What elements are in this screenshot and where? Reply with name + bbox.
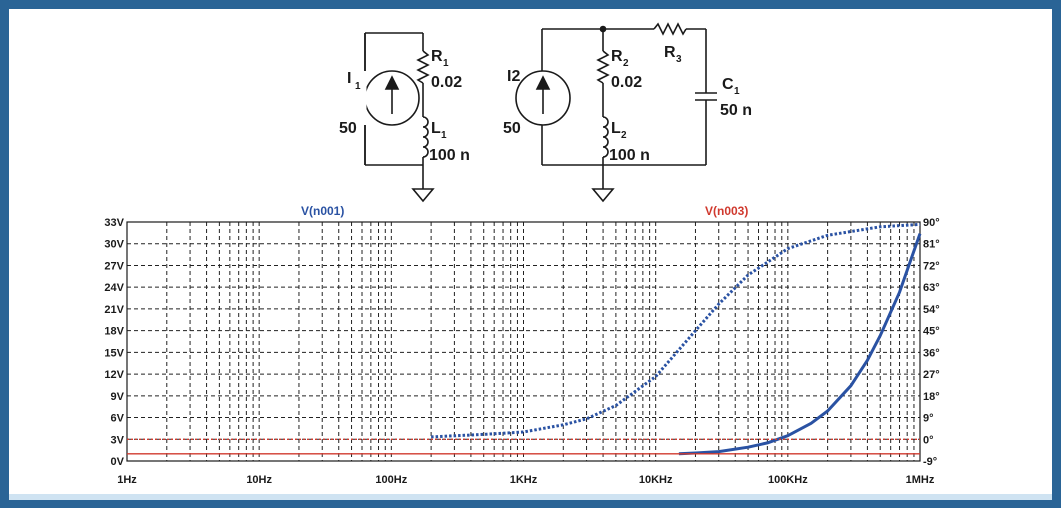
bottom-strip	[9, 494, 1052, 500]
y-tick-label-left: 9V	[111, 391, 125, 403]
x-tick-labels: 1Hz 10Hz 100Hz 1KHz 10KHz 100KHz 1MHz	[117, 474, 935, 486]
x-tick-label: 1KHz	[510, 474, 538, 486]
y-tick-labels-right: -9° 0° 9° 18° 27° 36° 45° 54° 63° 72° 81° 90°	[923, 217, 940, 468]
arrow-icon	[384, 75, 400, 90]
trace-label-v-n003: V(n003)	[705, 204, 748, 218]
y-tick-label-right: 45°	[923, 326, 940, 338]
y-tick-label-right: 27°	[923, 369, 940, 381]
source-value-i2: 50	[503, 120, 521, 137]
inductor-sub-l1: 1	[441, 130, 447, 141]
x-tick-label: 100Hz	[375, 474, 407, 486]
source-label-i2: I2	[507, 68, 520, 85]
y-tick-label-right: 18°	[923, 391, 940, 403]
arrow-icon	[535, 75, 551, 90]
y-tick-label-left: 27V	[104, 260, 124, 272]
ground-icon	[411, 188, 435, 203]
source-value-i1: 50	[339, 120, 357, 137]
x-tick-label: 1MHz	[906, 474, 935, 486]
plot-traces	[127, 222, 922, 456]
x-tick-label: 1Hz	[117, 474, 137, 486]
y-tick-label-right: -9°	[923, 456, 937, 468]
inductor-value-l1: 100 n	[429, 147, 470, 164]
series-v-n001	[678, 233, 922, 456]
resistor-label-r1: R	[431, 48, 443, 65]
y-tick-label-right: 81°	[923, 239, 940, 251]
plot-grid	[127, 222, 920, 461]
y-tick-label-right: 36°	[923, 347, 940, 359]
resistor-label-r3: R	[664, 44, 676, 61]
y-tick-label-left: 6V	[111, 413, 125, 425]
source-sub-i1: 1	[355, 81, 361, 92]
resistor-label-r2: R	[611, 48, 623, 65]
inductor-value-l2: 100 n	[609, 147, 650, 164]
y-tick-label-left: 0V	[111, 456, 125, 468]
resistor-r2	[596, 50, 610, 84]
x-tick-label: 10Hz	[246, 474, 272, 486]
resistor-sub-r1: 1	[443, 58, 449, 69]
source-label-i1: I	[347, 70, 351, 87]
inductor-l2	[602, 116, 609, 158]
resistor-r1	[416, 50, 430, 84]
x-tick-label: 10KHz	[639, 474, 673, 486]
resistor-r3	[653, 22, 687, 36]
plot-border	[126, 221, 921, 462]
y-tick-label-left: 30V	[104, 239, 124, 251]
bode-plot: 1Hz 10Hz 100Hz 1KHz 10KHz 100KHz 1MHz 0V 3V 6V 9V…	[104, 204, 939, 486]
x-tick-label: 100KHz	[768, 474, 808, 486]
inductor-label-l2: L	[611, 120, 621, 137]
y-tick-label-right: 63°	[923, 282, 940, 294]
inductor-l1	[422, 116, 429, 158]
resistor-sub-r3: 3	[676, 54, 682, 65]
schematic-right	[515, 22, 717, 203]
y-tick-label-left: 33V	[104, 217, 124, 229]
resistor-sub-r2: 2	[623, 58, 629, 69]
y-tick-label-left: 12V	[104, 369, 124, 381]
y-tick-label-right: 72°	[923, 260, 940, 272]
y-tick-label-left: 24V	[104, 282, 124, 294]
y-tick-label-left: 15V	[104, 347, 124, 359]
series-v-n001-phase	[431, 222, 921, 439]
y-tick-label-right: 54°	[923, 304, 940, 316]
capacitor-value-c1: 50 n	[720, 102, 752, 119]
y-tick-label-right: 90°	[923, 217, 940, 229]
y-tick-label-left: 21V	[104, 304, 124, 316]
resistor-value-r1: 0.02	[431, 74, 462, 91]
capacitor-label-c1: C	[722, 76, 734, 93]
y-tick-label-left: 3V	[111, 434, 125, 446]
resistor-value-r2: 0.02	[611, 74, 642, 91]
schematic-left	[363, 32, 435, 203]
y-tick-labels-left: 0V 3V 6V 9V 12V 15V 18V 21V 24V 27V 30V 33V	[104, 217, 124, 468]
ground-icon	[591, 188, 615, 203]
y-tick-label-right: 9°	[923, 413, 934, 425]
current-source-i2	[515, 70, 571, 126]
capacitor-sub-c1: 1	[734, 86, 740, 97]
trace-label-v-n001: V(n001)	[301, 204, 344, 218]
inductor-sub-l2: 2	[621, 130, 627, 141]
y-tick-label-left: 18V	[104, 326, 124, 338]
figure-canvas: I 1 50 R 1 0.02 L 1 100 n	[104, 22, 940, 486]
content-panel: I 1 50 R 1 0.02 L 1 100 n	[9, 9, 1052, 494]
y-tick-label-right: 0°	[923, 434, 934, 446]
inductor-label-l1: L	[431, 120, 441, 137]
